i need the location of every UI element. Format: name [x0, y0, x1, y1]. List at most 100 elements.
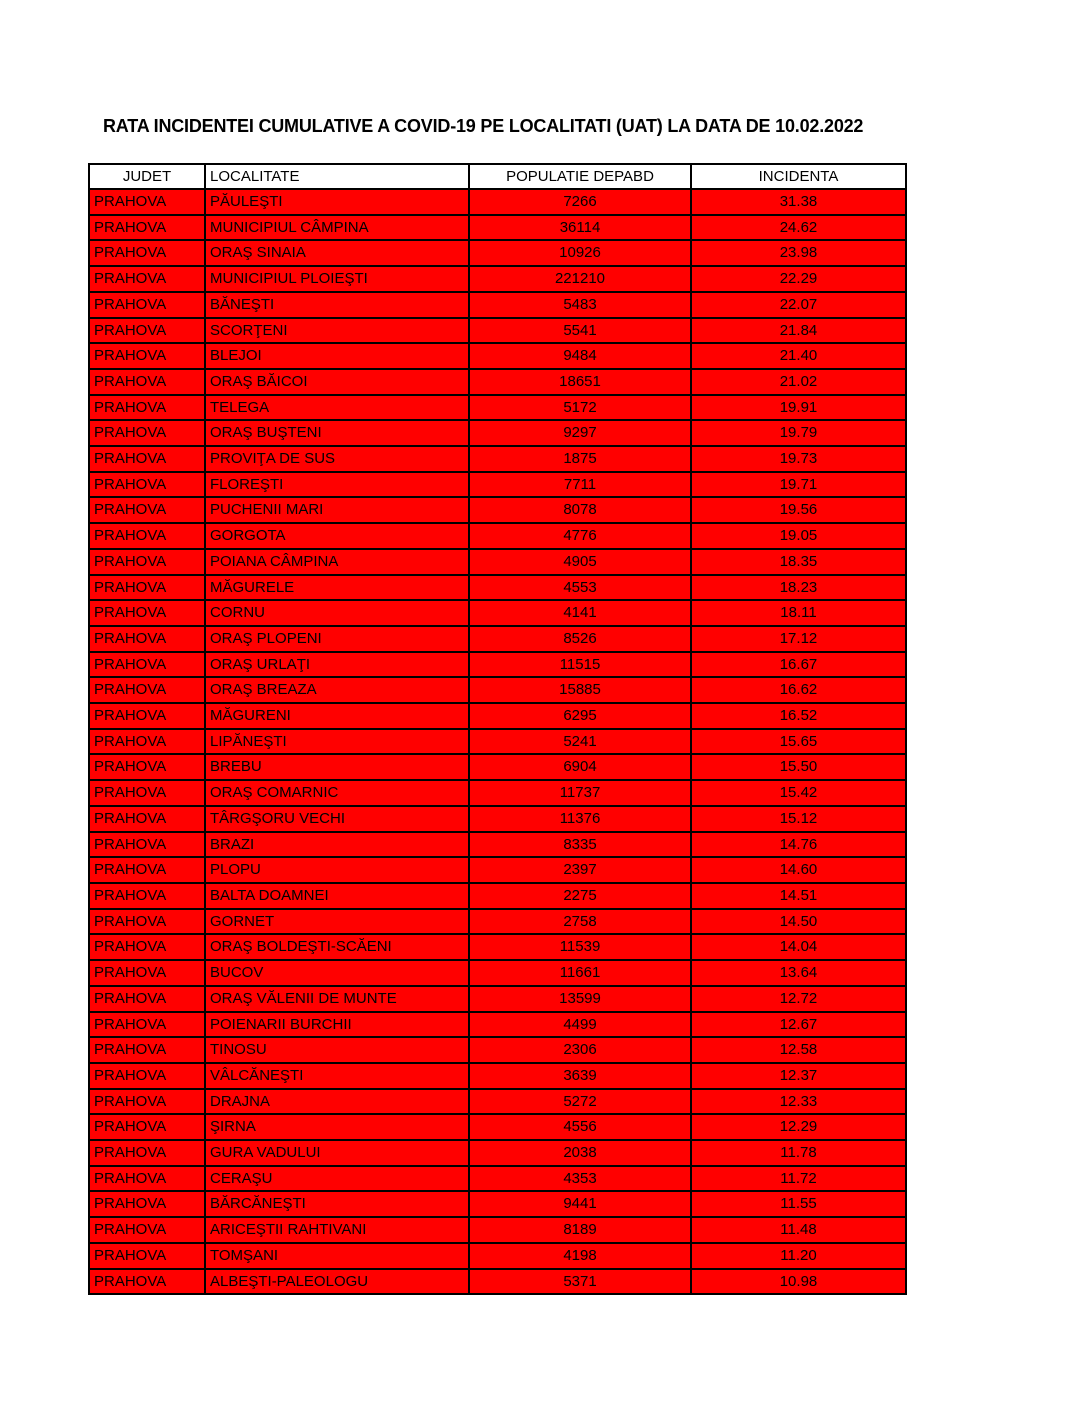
populatie-cell: 4353: [468, 1164, 692, 1193]
localitate-cell: TINOSU: [204, 1036, 470, 1064]
incidence-table-body: PRAHOVA PĂULEŞTI 7266 31.38 PRAHOVA MUNICIPIU…: [88, 188, 907, 1296]
incidenta-cell: 15.65: [690, 727, 907, 756]
judet-cell: PRAHOVA: [88, 959, 206, 987]
table-row: PRAHOVA ORAŞ VĂLENII DE MUNTE 13599 12.72: [88, 984, 907, 1013]
table-row: PRAHOVA BUCOV 11661 13.64: [88, 959, 907, 987]
judet-cell: PRAHOVA: [88, 676, 206, 705]
localitate-cell: SCORŢENI: [204, 316, 470, 345]
populatie-cell: 5483: [468, 290, 692, 319]
judet-cell: PRAHOVA: [88, 316, 206, 345]
table-row: PRAHOVA ORAŞ BREAZA 15885 16.62: [88, 676, 907, 705]
localitate-cell: CERAŞU: [204, 1164, 470, 1193]
table-row: PRAHOVA VÂLCĂNEŞTI 3639 12.37: [88, 1061, 907, 1090]
incidenta-cell: 18.23: [690, 573, 907, 602]
table-row: PRAHOVA MĂGURENI 6295 16.52: [88, 702, 907, 730]
judet-cell: PRAHOVA: [88, 522, 206, 550]
table-row: PRAHOVA ORAŞ URLAŢI 11515 16.67: [88, 650, 907, 679]
header-incidenta: INCIDENTA: [690, 163, 907, 190]
table-row: PRAHOVA LIPĂNEŞTI 5241 15.65: [88, 727, 907, 756]
judet-cell: PRAHOVA: [88, 727, 206, 756]
populatie-cell: 5241: [468, 727, 692, 756]
localitate-cell: BRAZI: [204, 830, 470, 859]
judet-cell: PRAHOVA: [88, 342, 206, 370]
table-row: PRAHOVA CORNU 4141 18.11: [88, 599, 907, 627]
judet-cell: PRAHOVA: [88, 393, 206, 422]
judet-cell: PRAHOVA: [88, 984, 206, 1013]
incidenta-cell: 16.62: [690, 676, 907, 705]
judet-cell: PRAHOVA: [88, 599, 206, 627]
populatie-cell: 3639: [468, 1061, 692, 1090]
populatie-cell: 2397: [468, 856, 692, 884]
judet-cell: PRAHOVA: [88, 804, 206, 833]
incidenta-cell: 16.52: [690, 702, 907, 730]
incidenta-cell: 21.84: [690, 316, 907, 345]
incidenta-cell: 11.72: [690, 1164, 907, 1193]
localitate-cell: ŞIRNA: [204, 1113, 470, 1142]
populatie-cell: 5371: [468, 1267, 692, 1296]
localitate-cell: GORGOTA: [204, 522, 470, 550]
judet-cell: PRAHOVA: [88, 290, 206, 319]
judet-cell: PRAHOVA: [88, 702, 206, 730]
populatie-cell: 10926: [468, 239, 692, 268]
populatie-cell: 5541: [468, 316, 692, 345]
incidenta-cell: 11.20: [690, 1241, 907, 1270]
judet-cell: PRAHOVA: [88, 1267, 206, 1296]
localitate-cell: ALBEŞTI-PALEOLOGU: [204, 1267, 470, 1296]
incidenta-cell: 12.37: [690, 1061, 907, 1090]
populatie-cell: 2275: [468, 881, 692, 910]
incidenta-cell: 11.78: [690, 1139, 907, 1167]
localitate-cell: MĂGURELE: [204, 573, 470, 602]
incidenta-cell: 22.29: [690, 265, 907, 293]
incidenta-cell: 11.48: [690, 1216, 907, 1244]
localitate-cell: TÂRGŞORU VECHI: [204, 804, 470, 833]
localitate-cell: ORAŞ BUŞTENI: [204, 419, 470, 448]
table-row: PRAHOVA BĂRCĂNEŞTI 9441 11.55: [88, 1190, 907, 1219]
localitate-cell: ORAŞ PLOPENI: [204, 624, 470, 653]
judet-cell: PRAHOVA: [88, 239, 206, 268]
judet-cell: PRAHOVA: [88, 907, 206, 936]
populatie-cell: 6904: [468, 753, 692, 782]
populatie-cell: 2306: [468, 1036, 692, 1064]
header-populatie-depabd: POPULATIE DEPABD: [468, 163, 692, 190]
judet-cell: PRAHOVA: [88, 1164, 206, 1193]
incidenta-cell: 14.50: [690, 907, 907, 936]
table-row: PRAHOVA ORAŞ SINAIA 10926 23.98: [88, 239, 907, 268]
table-row: PRAHOVA PROVIŢA DE SUS 1875 19.73: [88, 445, 907, 473]
incidenta-cell: 12.29: [690, 1113, 907, 1142]
incidenta-cell: 11.55: [690, 1190, 907, 1219]
incidenta-cell: 13.64: [690, 959, 907, 987]
populatie-cell: 11737: [468, 779, 692, 807]
localitate-cell: BĂRCĂNEŞTI: [204, 1190, 470, 1219]
incidenta-cell: 19.91: [690, 393, 907, 422]
localitate-cell: PUCHENII MARI: [204, 496, 470, 525]
incidenta-cell: 21.02: [690, 367, 907, 396]
table-row: PRAHOVA ORAŞ BUŞTENI 9297 19.79: [88, 419, 907, 448]
populatie-cell: 5272: [468, 1087, 692, 1116]
table-row: PRAHOVA GORGOTA 4776 19.05: [88, 522, 907, 550]
populatie-cell: 18651: [468, 367, 692, 396]
populatie-cell: 7266: [468, 188, 692, 216]
localitate-cell: ORAŞ URLAŢI: [204, 650, 470, 679]
incidenta-cell: 19.71: [690, 470, 907, 499]
judet-cell: PRAHOVA: [88, 881, 206, 910]
populatie-cell: 11376: [468, 804, 692, 833]
judet-cell: PRAHOVA: [88, 856, 206, 884]
localitate-cell: ORAŞ COMARNIC: [204, 779, 470, 807]
header-localitate: LOCALITATE: [204, 163, 470, 190]
judet-cell: PRAHOVA: [88, 1036, 206, 1064]
table-row: PRAHOVA TINOSU 2306 12.58: [88, 1036, 907, 1064]
judet-cell: PRAHOVA: [88, 933, 206, 962]
judet-cell: PRAHOVA: [88, 650, 206, 679]
incidenta-cell: 12.67: [690, 1010, 907, 1039]
localitate-cell: CORNU: [204, 599, 470, 627]
table-row: PRAHOVA ALBEŞTI-PALEOLOGU 5371 10.98: [88, 1267, 907, 1296]
table-row: PRAHOVA ARICEŞTII RAHTIVANI 8189 11.48: [88, 1216, 907, 1244]
table-row: PRAHOVA BREBU 6904 15.50: [88, 753, 907, 782]
populatie-cell: 9441: [468, 1190, 692, 1219]
incidenta-cell: 10.98: [690, 1267, 907, 1296]
incidenta-cell: 14.76: [690, 830, 907, 859]
localitate-cell: MUNICIPIUL PLOIEŞTI: [204, 265, 470, 293]
localitate-cell: ORAŞ BĂICOI: [204, 367, 470, 396]
judet-cell: PRAHOVA: [88, 1113, 206, 1142]
judet-cell: PRAHOVA: [88, 547, 206, 576]
